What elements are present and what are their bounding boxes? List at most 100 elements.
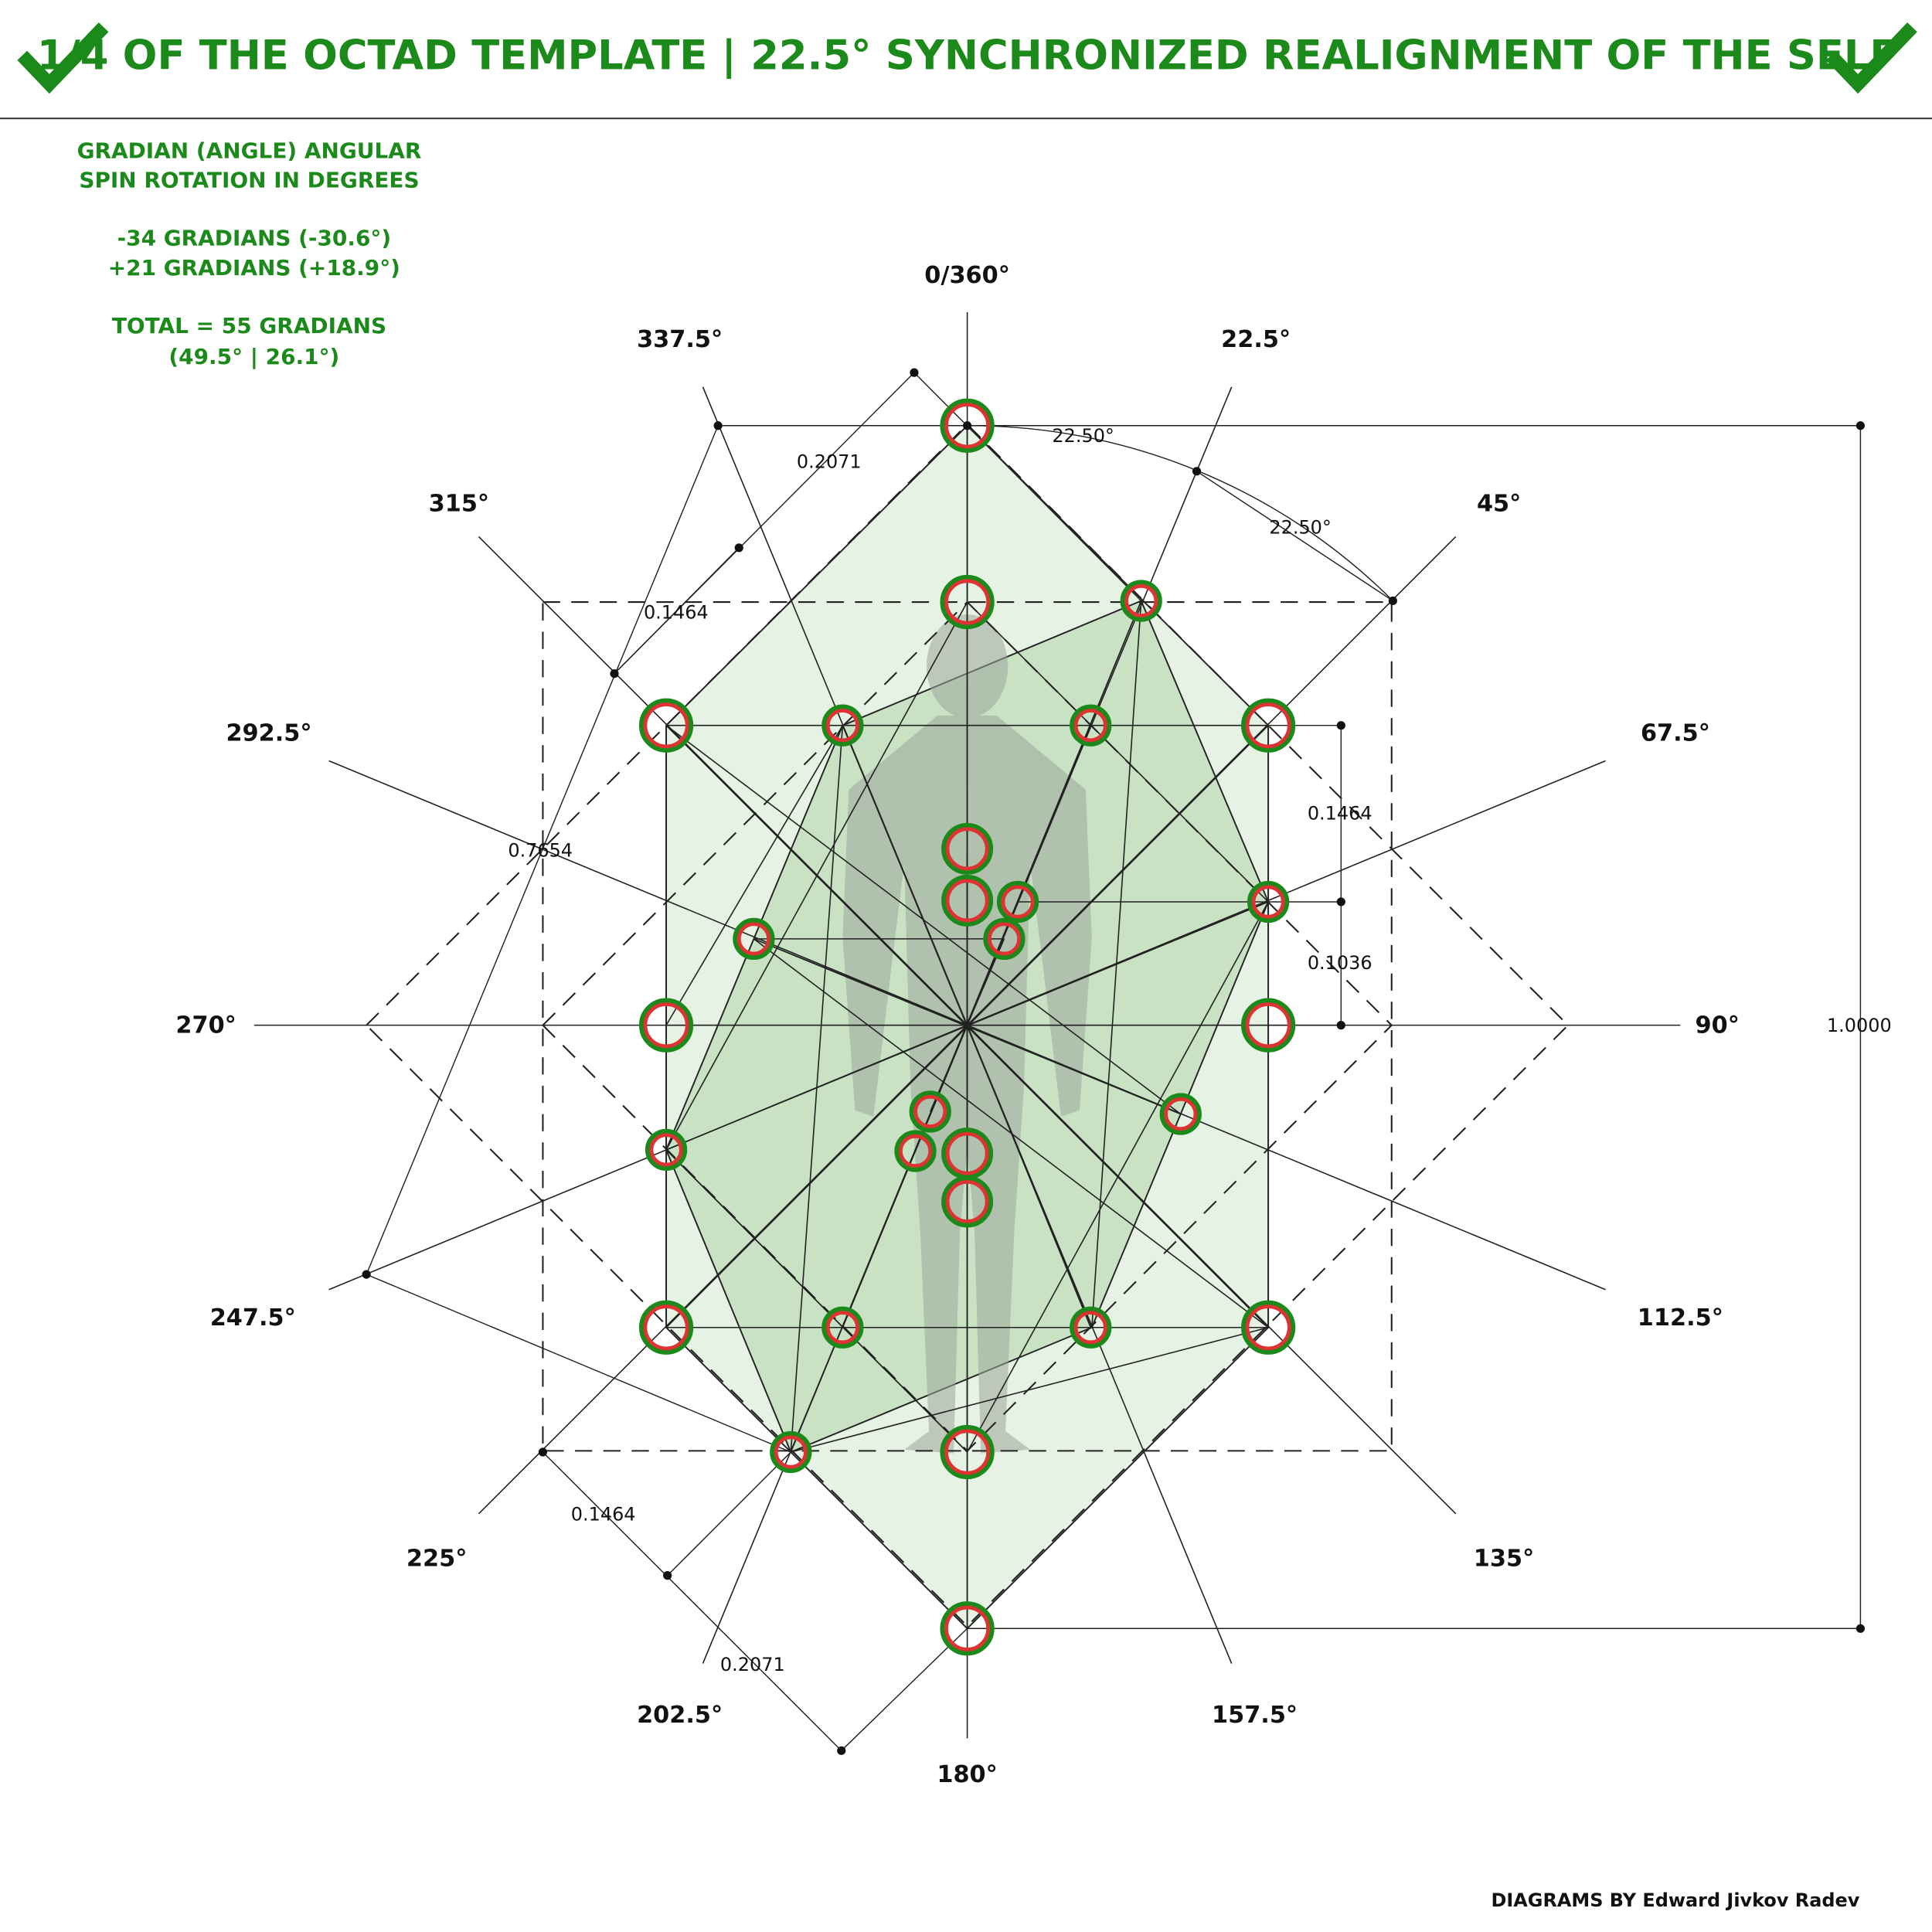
node [940,1601,995,1656]
node-ring-inner [945,1131,989,1175]
node [940,1424,995,1480]
dot [1388,596,1397,606]
measurement: 0.7654 [508,840,573,862]
node-ring-outer [1120,580,1162,622]
angle-label: 45° [1477,490,1521,517]
dot [1336,897,1345,906]
angle-label: 112.5° [1638,1304,1723,1332]
note: +21 GRADIANS (+18.9°) [108,255,400,281]
node [941,874,994,927]
node-ring-inner [945,879,989,923]
node-ring-outer [733,917,775,961]
node [909,1090,951,1133]
node-ring-inner [944,1429,991,1475]
node [894,1130,937,1172]
dot [1192,467,1202,476]
angle-label: 225° [406,1545,467,1572]
chord [966,901,1269,1453]
node-ring-outer [940,398,995,453]
chord [665,1149,968,1453]
construction-line [366,1274,791,1453]
note: GRADIAN (ANGLE) ANGULAR [77,138,422,163]
dot [1336,1021,1345,1030]
node-ring-inner [643,702,689,749]
node-ring-outer [1247,880,1290,923]
node-ring-inner [1073,1311,1107,1345]
measurement: 0.1464 [644,601,709,623]
node-ring-outer [983,917,1026,961]
node-ring-outer [821,704,864,747]
node [1070,704,1112,747]
node [941,822,994,875]
node-ring-outer [1070,704,1112,747]
node-ring-outer [996,880,1039,923]
node [638,1300,694,1355]
angle-label: 270° [175,1012,236,1039]
node-ring-inner [944,579,991,625]
construction-line [1196,471,1393,602]
node-ring-inner [1001,885,1035,919]
dot [713,421,723,430]
angle-label: 180° [937,1761,997,1788]
node-ring-outer [1241,998,1296,1053]
node [1120,580,1162,622]
construction-line [614,547,740,675]
node-ring-inner [1245,702,1291,749]
node [821,1306,864,1349]
note: TOTAL = 55 GRADIANS [112,313,386,338]
angle-label: 67.5° [1641,719,1710,747]
chord [665,601,968,1151]
construction-line [542,1451,842,1751]
node-ring-inner [643,1304,689,1351]
angle-label: 90° [1696,1012,1740,1039]
node-ring-inner [1245,1002,1291,1049]
node [645,1128,688,1172]
node-ring-inner [1073,709,1107,743]
angle-label: 315° [429,490,489,517]
chord [753,938,1269,1328]
note: SPIN ROTATION IN DEGREES [79,168,419,193]
dot [1336,721,1345,730]
node [941,1175,994,1228]
note: (49.5° | 26.1°) [168,344,339,369]
node-ring-inner [898,1134,933,1168]
dot [538,1447,548,1457]
dot [1855,421,1865,430]
angle-label: 337.5° [637,326,723,353]
node [1241,698,1296,753]
dot [910,368,919,377]
node [821,704,864,747]
node-ring-inner [825,1311,859,1345]
node-ring-outer [894,1130,937,1172]
chord [967,601,1269,903]
node-ring-outer [1159,1093,1202,1135]
node [983,917,1026,961]
node-ring-outer [645,1128,688,1172]
measurement: 0.1036 [1308,952,1372,974]
node-ring-outer [770,1430,812,1474]
chord [665,901,1269,1151]
node [1159,1093,1202,1135]
dot [663,1571,672,1580]
angle-label: 247.5° [210,1304,296,1332]
node-ring-outer [1241,1300,1296,1355]
checkmark-right [1825,22,1917,94]
construction-line [366,425,719,1275]
node [940,574,995,630]
measurement: 22.50° [1052,425,1114,447]
note: -34 GRADIANS (-30.6°) [117,226,392,251]
chord [791,1326,1269,1453]
node-ring-outer [941,1175,994,1228]
measurement: 22.50° [1269,516,1331,538]
dot [963,421,972,430]
node-ring-outer [941,822,994,875]
dot [362,1270,371,1279]
radial-line [328,760,968,1026]
node-ring-outer [940,1601,995,1656]
chord [1091,600,1142,1328]
dot [734,543,743,553]
measurement: 0.2071 [797,451,862,473]
chord [665,725,1182,1115]
node-ring-outer [638,1300,694,1355]
